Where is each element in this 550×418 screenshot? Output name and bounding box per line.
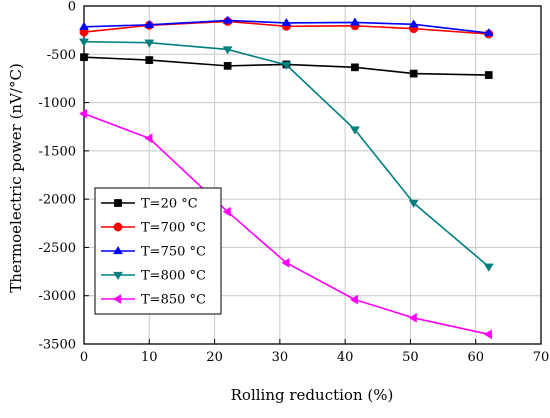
data-point bbox=[144, 133, 153, 144]
y-tick-label: -1500 bbox=[39, 144, 76, 159]
y-tick-label: -3000 bbox=[39, 289, 76, 304]
legend-label: T=20 °C bbox=[141, 197, 198, 212]
plot-frame bbox=[83, 5, 542, 345]
data-point bbox=[281, 17, 292, 27]
data-point bbox=[79, 21, 89, 30]
data-point bbox=[223, 62, 232, 70]
x-tick-label: 0 bbox=[80, 350, 88, 365]
data-point bbox=[483, 28, 494, 37]
data-point bbox=[409, 69, 418, 78]
x-tick-label: 10 bbox=[141, 350, 158, 365]
series-group bbox=[79, 15, 494, 340]
legend-item: T=800 °C bbox=[101, 269, 206, 284]
data-point bbox=[483, 329, 492, 340]
x-tick-label: 30 bbox=[272, 350, 289, 365]
legend-label: T=850 °C bbox=[141, 293, 206, 308]
x-tick-label: 60 bbox=[467, 350, 484, 365]
x-tick-label: 50 bbox=[402, 350, 419, 365]
data-point bbox=[351, 63, 359, 72]
data-point bbox=[79, 108, 88, 119]
y-tick-label: -2500 bbox=[39, 241, 76, 256]
y-tick-label: -3500 bbox=[39, 338, 76, 353]
legend-label: T=750 °C bbox=[141, 245, 206, 260]
data-point bbox=[408, 199, 419, 208]
legend-item: T=750 °C bbox=[101, 245, 206, 260]
data-point bbox=[222, 46, 233, 55]
x-tick-label: 20 bbox=[206, 350, 223, 365]
data-point bbox=[349, 294, 359, 305]
data-point bbox=[113, 294, 122, 304]
data-point bbox=[408, 312, 417, 323]
data-point bbox=[144, 19, 155, 28]
data-point bbox=[484, 71, 493, 79]
x-axis-title: Rolling reduction (%) bbox=[231, 386, 394, 404]
y-tick-label: 0 bbox=[68, 0, 76, 15]
data-point bbox=[113, 246, 123, 255]
y-tick-label: -2000 bbox=[39, 193, 76, 208]
data-point bbox=[349, 126, 360, 135]
legend: T=20 °C T=700 °C T=750 °C T=800 °C T=850 °C bbox=[94, 187, 222, 315]
y-tick-label: -1000 bbox=[39, 96, 76, 111]
data-point bbox=[145, 56, 154, 64]
data-point bbox=[281, 257, 290, 268]
data-point bbox=[80, 53, 88, 62]
series-3 bbox=[79, 15, 494, 37]
y-tick-label: -500 bbox=[47, 48, 76, 63]
series-4 bbox=[79, 38, 494, 272]
legend-item: T=700 °C bbox=[101, 221, 206, 236]
series-5 bbox=[79, 108, 492, 340]
data-point bbox=[222, 15, 233, 24]
data-point bbox=[349, 17, 360, 26]
data-point bbox=[113, 222, 123, 232]
data-point bbox=[113, 271, 123, 280]
legend-label: T=800 °C bbox=[141, 269, 206, 284]
x-tick-label: 70 bbox=[533, 350, 550, 365]
x-tick-label: 40 bbox=[337, 350, 354, 365]
axes: 0 10 20 30 40 50 60 70 0 -500 -1000 -1500 -2000 -2500… bbox=[39, 0, 550, 365]
data-point bbox=[144, 39, 155, 48]
data-point bbox=[281, 61, 292, 70]
data-point bbox=[222, 206, 231, 217]
data-point bbox=[114, 199, 122, 207]
legend-item: T=20 °C bbox=[101, 197, 198, 212]
data-point bbox=[408, 19, 419, 28]
data-point bbox=[79, 38, 89, 47]
legend-label: T=700 °C bbox=[141, 221, 206, 236]
data-point bbox=[483, 263, 494, 272]
legend-item: T=850 °C bbox=[101, 293, 206, 308]
y-axis-title: Thermoelectric power (nV/°C) bbox=[7, 63, 25, 293]
